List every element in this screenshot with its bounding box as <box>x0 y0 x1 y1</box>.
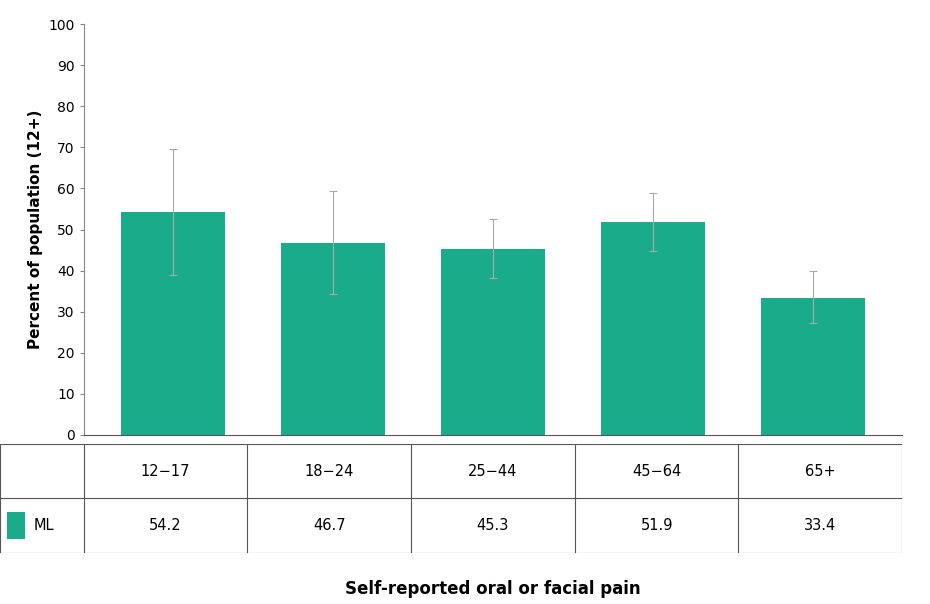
Text: 45.3: 45.3 <box>477 518 509 533</box>
Bar <box>7 512 25 539</box>
Text: 51.9: 51.9 <box>641 518 672 533</box>
Text: Self-reported oral or facial pain: Self-reported oral or facial pain <box>345 580 641 598</box>
Text: 12−17: 12−17 <box>140 464 191 478</box>
Text: 33.4: 33.4 <box>804 518 836 533</box>
Text: 46.7: 46.7 <box>312 518 346 533</box>
Text: 18−24: 18−24 <box>304 464 354 478</box>
Bar <box>601 222 705 435</box>
Bar <box>441 249 545 435</box>
Text: 45−64: 45−64 <box>632 464 681 478</box>
Text: 25−44: 25−44 <box>468 464 518 478</box>
Text: ML: ML <box>33 518 54 533</box>
Bar <box>121 212 225 435</box>
Y-axis label: Percent of population (12+): Percent of population (12+) <box>28 110 43 349</box>
Bar <box>761 298 865 435</box>
Bar <box>281 243 385 435</box>
Text: 65+: 65+ <box>805 464 835 478</box>
Text: 54.2: 54.2 <box>149 518 182 533</box>
